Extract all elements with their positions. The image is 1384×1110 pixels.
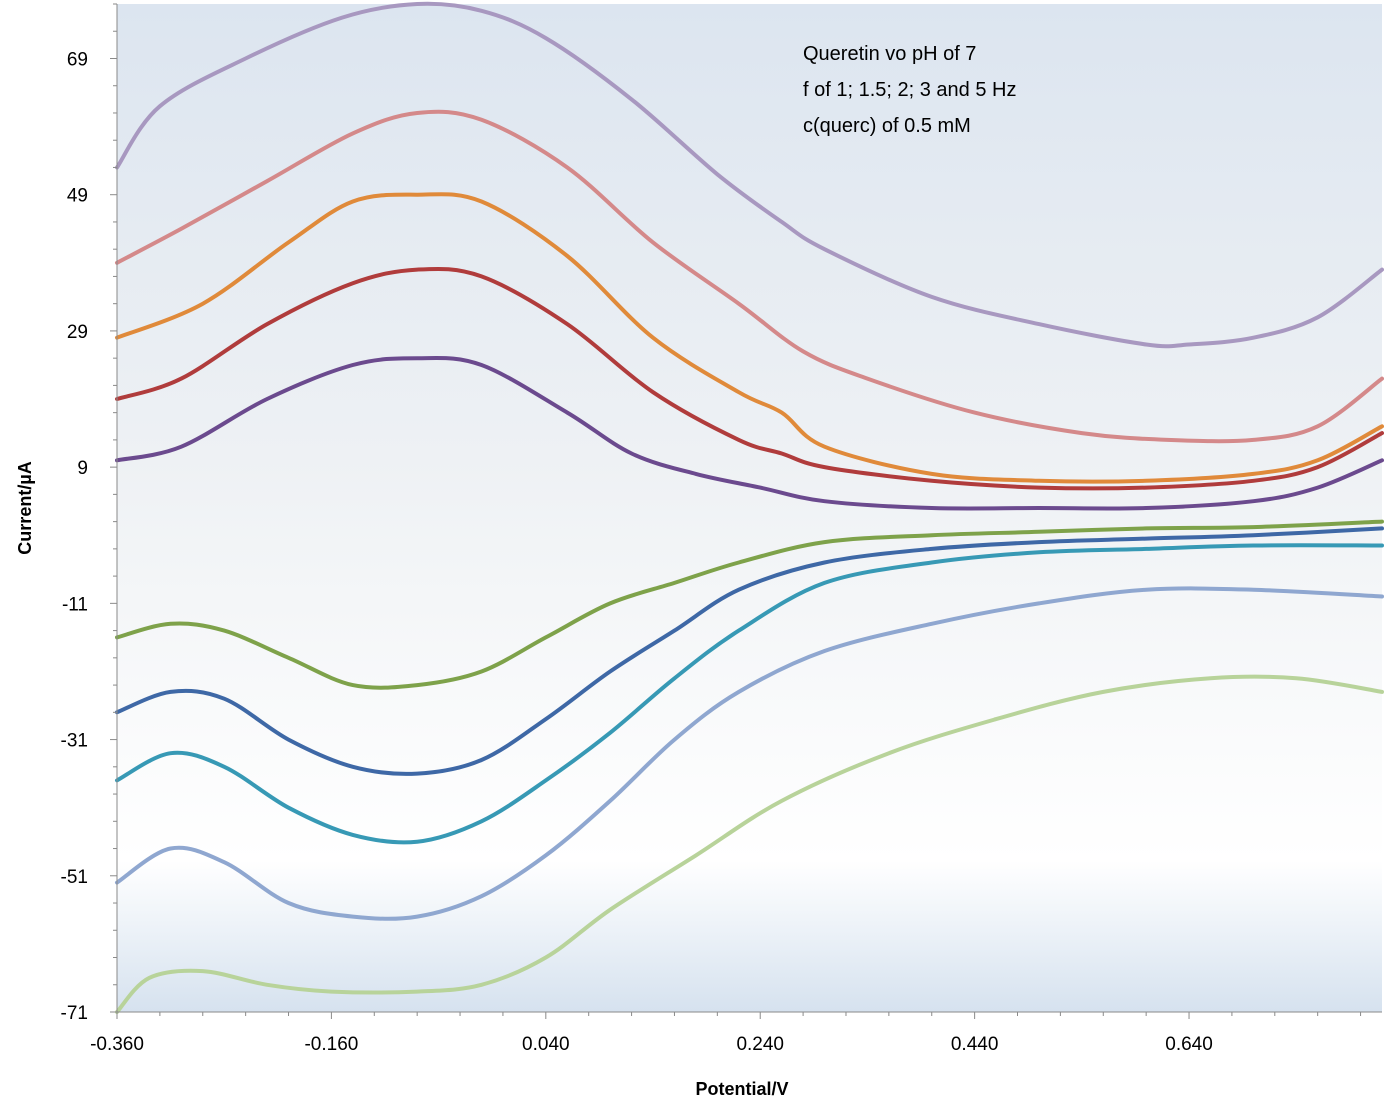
y-tick-label: -51 [61,867,88,888]
x-tick-label: -0.160 [304,1034,358,1055]
series-line-1 [115,1,1384,349]
series-line-4 [115,266,1384,491]
series-line-3 [115,192,1384,484]
series-line-2 [115,109,1384,444]
series-line-8 [115,543,1384,845]
annotation-line-2: f of 1; 1.5; 2; 3 and 5 Hz [803,79,1016,101]
x-tick-label: 0.040 [522,1034,570,1055]
series-line-6 [115,519,1384,690]
annotation-line-1: Queretin vo pH of 7 [803,43,976,65]
series-layer [115,1,1384,1014]
y-tick-label: -31 [61,731,88,752]
y-axis-title: Current/µA [15,461,35,554]
x-tick-label: 0.240 [736,1034,784,1055]
x-tick-label: 0.640 [1165,1034,1213,1055]
x-tick-label: -0.360 [90,1034,144,1055]
y-tick-label: -71 [61,1003,88,1024]
axes-layer [110,3,1382,1019]
y-tick-label: 69 [67,49,88,70]
y-tick-label: 29 [67,322,88,343]
y-tick-label: 49 [67,186,88,207]
series-line-7 [115,526,1384,776]
tick-labels: -0.360 -0.160 0.040 0.240 0.440 0.640 69 49 29 9 -… [61,49,1213,1055]
x-axis-title: Potential/V [695,1079,788,1099]
x-tick-label: 0.440 [951,1034,999,1055]
series-line-9 [115,586,1384,921]
series-line-5 [115,355,1384,511]
annotation-line-3: c(querc) of 0.5 mM [803,115,971,137]
y-tick-label: -11 [62,594,88,615]
series-line-10 [115,674,1384,1014]
y-tick-label: 9 [77,458,88,479]
